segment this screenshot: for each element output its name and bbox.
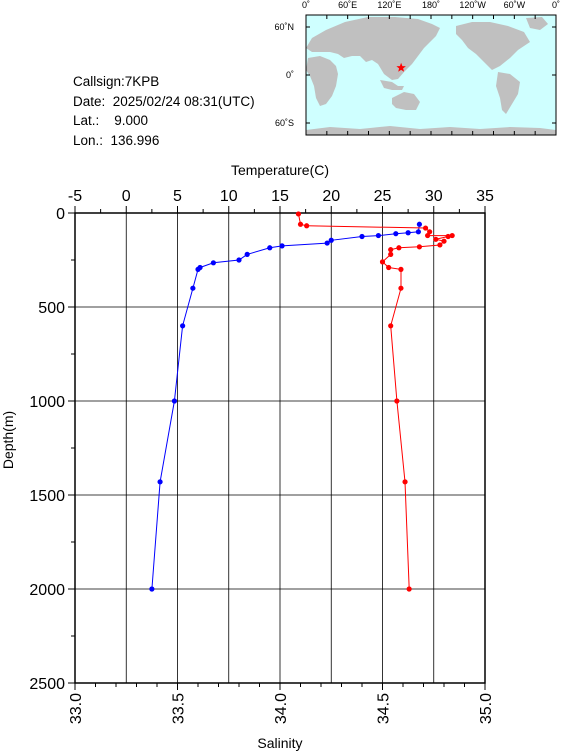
salinity-data-point (379, 259, 386, 265)
location-map: 0˚ 60˚E 120˚E 180˚ 120˚W 60˚W 0˚ 60˚N 0˚ 60˚S (274, 0, 560, 136)
salinity-data-point (402, 479, 408, 485)
lon-text: Lon.: 136.996 (73, 132, 160, 148)
callsign-text: Callsign:7KPB (73, 74, 160, 89)
depth-tick-label: 0 (56, 206, 65, 223)
temperature-data-point (359, 233, 365, 240)
temperature-data-point (157, 479, 163, 485)
temperature-tick-label: -5 (68, 188, 82, 205)
depth-tick-label: 2500 (29, 676, 65, 693)
temperature-tick-label: 5 (173, 188, 182, 205)
temperature-tick-label: 0 (122, 188, 131, 205)
map-latitude-label: 60˚N (274, 22, 294, 32)
temperature-data-point (171, 398, 178, 404)
temperature-data-point (236, 257, 242, 263)
salinity-data-point (304, 223, 310, 229)
data-series (149, 211, 455, 592)
map-longitude-label: 60˚W (504, 0, 526, 10)
salinity-data-point (425, 232, 431, 239)
chart-grid (74, 212, 486, 684)
depth-axis-label: Depth(m) (0, 411, 16, 469)
salinity-data-point (388, 251, 394, 257)
temperature-data-point (279, 243, 285, 249)
salinity-data-point (406, 586, 412, 592)
salinity-data-point (445, 233, 451, 240)
map-longitude-label: 60˚E (338, 0, 357, 10)
salinity-data-point (388, 247, 394, 253)
salinity-data-point (437, 242, 443, 248)
map-longitude-label: 0˚ (302, 0, 310, 10)
map-land (306, 17, 556, 135)
temperature-tick-label: 10 (220, 188, 238, 205)
temperature-data-point (328, 237, 334, 243)
temperature-tick-label: 20 (322, 188, 340, 205)
depth-tick-label: 1500 (29, 488, 65, 505)
salinity-tick-label: 33.0 (68, 693, 85, 724)
salinity-tick-label: 34.5 (376, 693, 393, 724)
salinity-data-point (433, 236, 439, 242)
temperature-data-point (190, 285, 196, 291)
depth-tick-label: 2000 (29, 582, 65, 599)
map-latitude-label: 60˚S (275, 118, 294, 128)
temperature-data-point (405, 230, 411, 236)
salinity-data-point (295, 211, 302, 217)
temperature-data-point (375, 232, 381, 239)
salinity-tick-label: 33.5 (171, 693, 188, 724)
temperature-data-point (244, 251, 250, 257)
salinity-data-point (398, 266, 404, 272)
temperature-data-point (149, 586, 155, 592)
temperature-data-point (416, 221, 422, 227)
salinity-data-point (396, 245, 402, 251)
temperature-data-point (195, 266, 201, 272)
depth-tick-label: 1000 (29, 394, 65, 411)
depth-tick-label: 500 (38, 300, 65, 317)
map-longitude-label: 180˚ (422, 0, 440, 10)
temperature-tick-label: 15 (271, 188, 289, 205)
temperature-profile-line (151, 224, 420, 590)
temperature-data-point (324, 240, 330, 246)
salinity-data-point (388, 323, 394, 329)
temperature-tick-label: 35 (476, 188, 494, 205)
temperature-axis-label: Temperature(C) (231, 162, 329, 178)
axis-ticks (68, 206, 486, 690)
map-longitude-label: 120˚E (377, 0, 401, 10)
depth-tick-labels: 0 500 1000 1500 2000 2500 (29, 206, 65, 693)
temperature-data-point (415, 229, 421, 235)
salinity-data-point (422, 225, 429, 231)
date-text: Date: 2025/02/24 08:31(UTC) (73, 93, 255, 109)
salinity-tick-label: 35.0 (478, 693, 495, 724)
temperature-tick-label: 30 (425, 188, 443, 205)
salinity-tick-label: 34.0 (273, 693, 290, 724)
map-longitude-label: 0˚ (552, 0, 560, 10)
salinity-tick-labels: 33.0 33.5 34.0 34.5 35.0 (68, 693, 495, 724)
salinity-data-point (297, 221, 304, 227)
temperature-tick-label: 25 (374, 188, 392, 205)
salinity-data-point (394, 398, 400, 404)
station-info: Callsign:7KPB Date: 2025/02/24 08:31(UTC… (73, 72, 255, 150)
lat-text: Lat.: 9.000 (73, 113, 149, 128)
temperature-data-point (180, 323, 186, 329)
temperature-data-point (210, 260, 216, 266)
salinity-data-point (416, 244, 422, 250)
salinity-profile-line (298, 213, 453, 590)
map-longitude-label: 120˚W (459, 0, 486, 10)
station-star-marker (396, 62, 406, 72)
map-latitude-label: 0˚ (286, 70, 294, 80)
temperature-tick-labels: -5 0 5 10 15 20 25 30 35 (68, 188, 494, 205)
salinity-data-point (441, 238, 447, 244)
temperature-data-point (267, 245, 273, 251)
salinity-data-point (398, 285, 404, 291)
salinity-data-point (449, 232, 455, 239)
temperature-data-point (393, 231, 399, 237)
salinity-axis-label: Salinity (257, 735, 302, 751)
salinity-data-point (386, 264, 392, 271)
